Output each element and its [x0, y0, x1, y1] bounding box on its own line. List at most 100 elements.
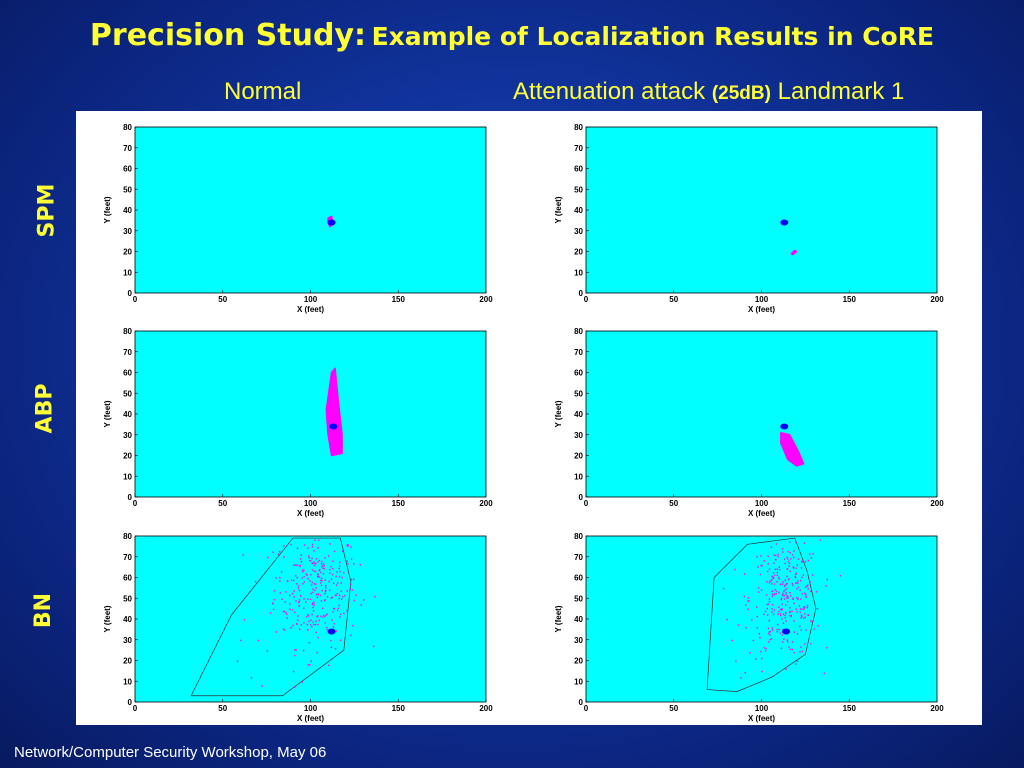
sample-point	[272, 551, 274, 553]
sample-point	[328, 664, 330, 667]
sample-point	[768, 631, 771, 633]
sample-point	[793, 620, 795, 622]
sample-point	[326, 626, 328, 629]
sample-point	[306, 574, 308, 576]
sample-point	[292, 670, 295, 673]
sample-point	[318, 539, 320, 541]
sample-point	[772, 590, 774, 593]
sample-point	[297, 564, 299, 567]
sample-point	[793, 651, 795, 654]
y-tick-label: 70	[574, 144, 583, 153]
sample-point	[758, 632, 760, 635]
slide-title: Precision Study: Example of Localization…	[0, 18, 1024, 53]
sample-point	[341, 576, 344, 579]
sample-point	[291, 609, 294, 611]
sample-point	[308, 620, 310, 623]
sample-point	[795, 567, 797, 569]
sample-point	[307, 578, 309, 580]
sample-point	[374, 595, 376, 598]
sample-point	[346, 544, 348, 546]
sample-point	[331, 573, 334, 576]
sample-point	[825, 585, 827, 587]
sample-point	[768, 619, 771, 622]
sample-point	[352, 624, 354, 627]
y-tick-label: 40	[123, 615, 132, 624]
sample-point	[349, 588, 351, 590]
sample-point	[313, 550, 315, 552]
sample-point	[299, 628, 301, 630]
sample-point	[772, 572, 775, 574]
sample-point	[802, 608, 804, 610]
sample-point	[773, 594, 775, 596]
sample-point	[338, 604, 340, 607]
sample-point	[318, 569, 321, 572]
y-tick-label: 20	[574, 452, 583, 461]
sample-point	[760, 650, 762, 653]
x-tick-label: 150	[843, 704, 857, 713]
sample-point	[290, 579, 293, 581]
y-tick-label: 50	[574, 389, 583, 398]
sample-point	[293, 596, 295, 598]
sample-point	[789, 648, 792, 651]
sample-point	[769, 634, 771, 636]
sample-point	[350, 546, 352, 548]
y-tick-label: 10	[574, 677, 583, 686]
sample-point	[773, 609, 776, 611]
x-tick-label: 50	[218, 499, 227, 508]
slide-title-main: Precision Study:	[89, 18, 367, 53]
row-label-abp: ABP	[32, 383, 58, 434]
sample-point	[752, 639, 755, 642]
sample-point	[782, 551, 784, 553]
sample-point	[323, 614, 325, 617]
y-tick-label: 60	[123, 369, 132, 378]
sample-point	[804, 613, 806, 615]
sample-point	[316, 651, 318, 654]
sample-point	[294, 649, 296, 651]
sample-point	[337, 607, 340, 610]
sample-point	[339, 639, 342, 641]
sample-point	[790, 615, 792, 617]
sample-point	[286, 613, 288, 615]
sample-point	[327, 555, 330, 557]
sample-point	[809, 553, 811, 555]
sample-point	[333, 623, 336, 625]
sample-point	[291, 592, 294, 595]
sample-point	[324, 590, 327, 593]
sample-point	[767, 627, 770, 630]
sample-point	[798, 605, 801, 607]
sample-point	[785, 594, 787, 596]
sample-point	[795, 541, 797, 543]
sample-point	[772, 613, 775, 616]
x-tick-label: 100	[755, 704, 769, 713]
sample-point	[331, 619, 333, 621]
sample-point	[254, 580, 257, 583]
sample-point	[796, 633, 799, 635]
sample-point	[805, 595, 808, 598]
x-tick-label: 150	[392, 295, 406, 304]
sample-point	[319, 568, 321, 571]
sample-point	[297, 585, 300, 587]
sample-point	[351, 589, 354, 591]
sample-point	[800, 614, 803, 617]
sample-point	[806, 606, 808, 609]
sample-point	[807, 588, 809, 590]
sample-point	[775, 554, 777, 557]
sample-point	[782, 622, 785, 624]
sample-point	[776, 631, 778, 633]
x-tick-label: 200	[930, 499, 944, 508]
sample-point	[311, 613, 313, 616]
sample-point	[313, 570, 315, 572]
sample-point	[777, 613, 780, 615]
chart-spm-normal: 0 50 100 150 200 0 10 20 30 40 50 60 70 80 X (feet) Y (…	[103, 123, 493, 314]
y-axis-label: Y (feet)	[103, 400, 112, 427]
y-tick-label: 30	[574, 227, 583, 236]
sample-point	[309, 624, 312, 626]
sample-point	[337, 582, 339, 584]
x-tick-label: 0	[584, 499, 589, 508]
x-axis-label: X (feet)	[748, 714, 775, 723]
sample-point	[236, 660, 239, 662]
sample-point	[839, 575, 842, 577]
x-axis-label: X (feet)	[297, 305, 324, 314]
sample-point	[272, 603, 274, 605]
x-tick-label: 50	[669, 295, 678, 304]
